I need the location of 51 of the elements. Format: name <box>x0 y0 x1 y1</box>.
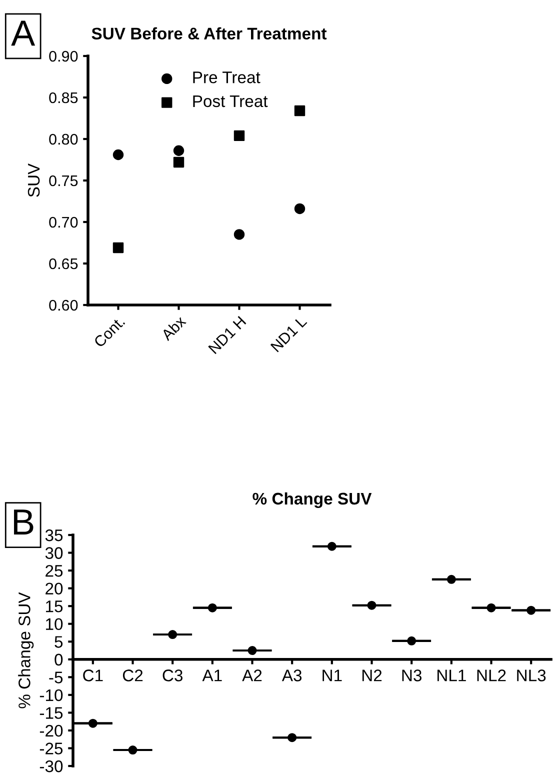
y-tick-label: 0.65 <box>49 258 78 270</box>
y-tick-label: 0.70 <box>49 216 78 228</box>
point <box>294 105 306 116</box>
point <box>173 156 184 168</box>
y-tick-label: -5 <box>49 672 63 684</box>
x-tick-label: NL1 <box>437 670 466 682</box>
y-axis-title: % Change SUV <box>18 592 34 708</box>
x-tick-label: N3 <box>402 670 422 682</box>
legend-label: Post Treat <box>193 95 268 108</box>
text: B <box>14 510 34 534</box>
y-tick-label: 0.75 <box>49 175 78 186</box>
y-tick-label: 25 <box>46 564 63 577</box>
x-tick-label: Abx <box>160 314 187 342</box>
y-tick-label: -30 <box>40 760 63 772</box>
point <box>234 229 245 240</box>
y-tick-label: -15 <box>40 707 63 719</box>
chart-title: % Change SUV <box>252 492 372 508</box>
point <box>234 130 245 142</box>
x-tick-label: NL2 <box>477 670 506 682</box>
y-axis-title: SUV <box>28 163 40 197</box>
y-tick-label: 35 <box>45 529 63 542</box>
x-tick-label: ND1 H <box>208 316 246 354</box>
y-tick-label: 30 <box>45 547 63 559</box>
x-tick-label: N2 <box>362 670 382 682</box>
x-tick-label: A1 <box>202 670 222 682</box>
x-tick-label: N1 <box>322 670 342 682</box>
x-tick-label: NL3 <box>517 670 546 682</box>
point <box>294 203 306 214</box>
y-tick-label: -20 <box>40 724 63 737</box>
x-tick-label: C1 <box>83 670 103 682</box>
legend-label: Pre Treat <box>193 72 260 84</box>
point <box>112 149 124 160</box>
y-tick-label: 0.80 <box>49 134 78 145</box>
x-tick-label: A2 <box>242 670 262 682</box>
y-tick-label: 15 <box>46 600 63 612</box>
y-tick-label: 0.85 <box>49 92 78 104</box>
y-tick-label: -10 <box>40 689 63 702</box>
x-tick-label: C3 <box>162 670 183 682</box>
y-tick-label: 20 <box>46 582 63 595</box>
chart-title: SUV Before & After Treatment <box>92 27 327 40</box>
y-tick-label: 10 <box>46 618 63 630</box>
x-tick-label: A3 <box>282 670 302 682</box>
y-tick-label: 5 <box>54 636 63 648</box>
text: A <box>11 20 36 46</box>
point <box>173 145 184 156</box>
x-tick-label: C2 <box>122 670 143 682</box>
y-tick-label: 0.90 <box>49 50 78 62</box>
y-tick-label: -25 <box>40 742 63 754</box>
y-tick-label: 0.60 <box>49 300 78 311</box>
point <box>112 242 124 254</box>
y-tick-label: 0 <box>54 654 63 666</box>
